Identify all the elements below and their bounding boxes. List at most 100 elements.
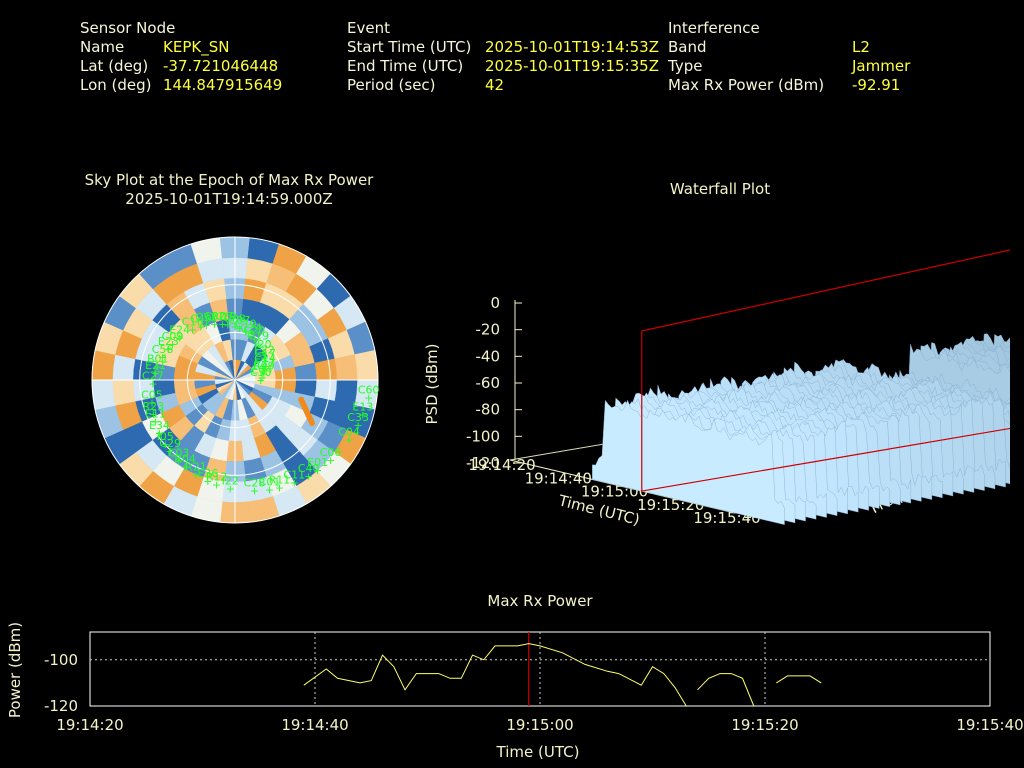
satellite-marker: +C33: [347, 411, 369, 432]
sky-cell: [334, 354, 358, 381]
satellite-plus: +: [166, 445, 175, 458]
satellite-marker: +C32: [195, 311, 217, 332]
satellite-label: R23: [142, 400, 164, 413]
satellite-marker: +C19: [247, 329, 269, 350]
satellite-plus: +: [218, 318, 227, 331]
satellite-label: R04: [174, 452, 196, 465]
satellite-marker: +I20: [254, 338, 271, 359]
satellite-marker: +C40: [298, 462, 320, 483]
power-x-tick: 19:15:20: [731, 716, 798, 734]
satellite-marker: +C08: [224, 313, 246, 334]
satellite-label: I22: [222, 474, 239, 487]
satellite-plus: +: [151, 415, 160, 428]
satellite-label: C30: [250, 366, 272, 379]
power-x-tick: 19:14:40: [281, 716, 348, 734]
satellite-marker: +E27: [254, 357, 275, 378]
satellite-marker: +C30: [250, 366, 272, 387]
satellite-plus: +: [260, 351, 269, 364]
wf-epoch-plane: [641, 249, 1010, 492]
satellite-marker: +C11: [283, 469, 305, 490]
satellite-marker: +E01: [307, 456, 328, 477]
satellite-marker: +C07: [229, 314, 251, 335]
satellite-plus: +: [212, 478, 221, 491]
satellite-marker: +C27: [142, 370, 164, 391]
satellite-plus: +: [188, 324, 197, 337]
satellite-label: E36: [197, 467, 218, 480]
satellite-plus: +: [153, 360, 162, 373]
satellite-label: C29: [159, 437, 181, 450]
satellite-plus: +: [254, 337, 263, 350]
satellite-plus: +: [260, 365, 269, 378]
satellite-label: R07: [212, 310, 234, 323]
interference-header: Interference: [668, 19, 760, 37]
satellite-marker: +E23: [158, 335, 179, 356]
satellite-marker: +C03: [168, 447, 190, 468]
satellite-marker: +C10: [235, 318, 257, 339]
power-y-label: Power (dBm): [6, 622, 24, 718]
satellite-label: C03: [168, 447, 190, 460]
satellite-marker: +I19: [219, 311, 236, 332]
satellite-plus: +: [364, 392, 373, 405]
satellite-marker: +R04: [174, 452, 196, 473]
sensor-name-value: KEPK_SN: [163, 38, 230, 56]
satellite-plus: +: [203, 475, 212, 488]
satellite-marker: +R21: [185, 460, 207, 481]
satellite-marker: +C01: [259, 475, 281, 496]
wf-time-tick: 19:14:20: [468, 456, 535, 474]
satellite-marker: +E34: [149, 419, 170, 440]
satellite-plus: +: [304, 470, 313, 483]
satellite-plus: +: [151, 367, 160, 380]
satellite-marker: +C16: [182, 316, 204, 337]
satellite-plus: +: [175, 332, 184, 345]
satellite-plus: +: [147, 396, 156, 409]
sky-plot-subtitle: 2025-10-01T19:14:59.000Z: [125, 190, 333, 208]
satellite-plus: +: [161, 438, 170, 451]
event-header: Event: [347, 19, 390, 37]
power-series-line: [303, 643, 687, 707]
satellite-plus: +: [313, 464, 322, 477]
interference-power-label: Max Rx Power (dBm): [668, 76, 825, 94]
satellite-plus: +: [158, 351, 167, 364]
satellite-label: C33: [347, 411, 369, 424]
satellite-plus: +: [290, 477, 299, 490]
interference-band-value: L2: [852, 38, 870, 56]
event-end-value: 2025-10-01T19:15:35Z: [485, 57, 659, 75]
satellite-marker: +E13: [352, 400, 373, 421]
satellite-marker: +I05: [157, 430, 174, 451]
satellite-label: C04: [338, 425, 360, 438]
sky-plot-title: Sky Plot at the Epoch of Max Rx Power: [84, 171, 374, 189]
interference-type-value: Jammer: [852, 57, 911, 75]
interference-type-label: Type: [668, 57, 703, 75]
satellite-plus: +: [196, 320, 205, 333]
power-x-tick: 19:15:00: [506, 716, 573, 734]
satellite-label: C40: [298, 462, 320, 475]
satellite-label: C17: [254, 347, 276, 360]
sky-cell: [112, 379, 136, 406]
wf-z-tick: -100: [466, 427, 500, 445]
power-title: Max Rx Power: [487, 592, 593, 610]
satellite-label: C49: [190, 312, 212, 325]
power-y-tick: -120: [44, 697, 78, 715]
wf-z-tick: -20: [476, 321, 501, 339]
satellite-plus: +: [148, 378, 157, 391]
event-period-value: 42: [485, 76, 505, 94]
satellite-label: I20: [254, 338, 271, 351]
satellite-label: B01: [147, 352, 169, 365]
sky-cell: [91, 349, 116, 381]
satellite-label: C02: [204, 310, 226, 323]
satellite-marker: +C04: [338, 425, 360, 446]
satellite-plus: +: [174, 455, 183, 468]
satellite-plus: +: [247, 330, 256, 343]
wf-z-tick: -40: [476, 347, 501, 365]
interference-power-value: -92.91: [852, 76, 901, 94]
satellite-marker: +C28: [244, 477, 266, 498]
interference-band-label: Band: [668, 38, 707, 56]
satellite-plus: +: [265, 483, 274, 496]
satellite-label: E23: [158, 335, 179, 348]
power-x-label: Time (UTC): [496, 743, 580, 761]
satellite-label: R09: [253, 360, 275, 373]
satellite-marker: +I22: [222, 474, 239, 495]
power-series-line: [776, 675, 822, 684]
wf-time-tick: 19:14:40: [525, 469, 592, 487]
power-x-tick: 19:14:20: [56, 716, 123, 734]
